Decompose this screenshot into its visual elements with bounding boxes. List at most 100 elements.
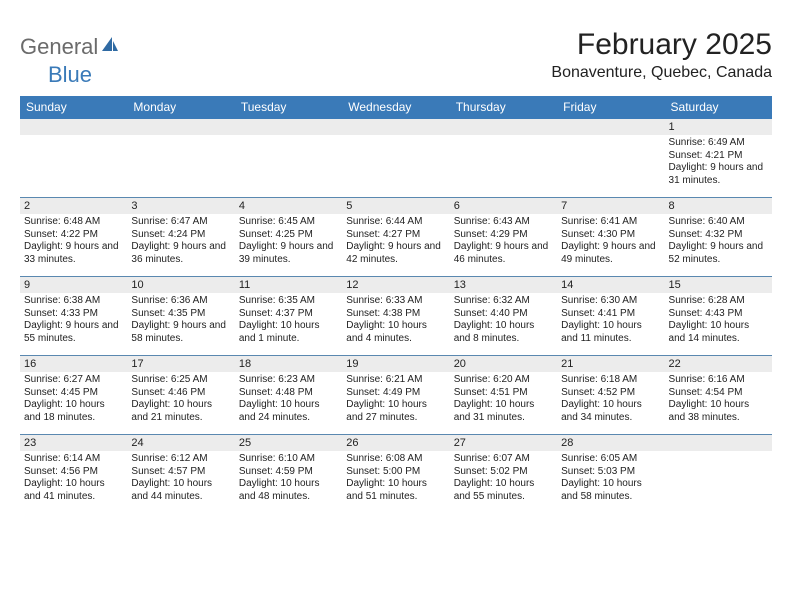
day-cell bbox=[557, 119, 664, 197]
weekday-header-row: Sunday Monday Tuesday Wednesday Thursday… bbox=[20, 96, 772, 119]
sunrise-text: Sunrise: 6:23 AM bbox=[239, 374, 338, 387]
sunrise-text: Sunrise: 6:07 AM bbox=[454, 453, 553, 466]
sunset-text: Sunset: 4:27 PM bbox=[346, 229, 445, 242]
weekday-friday: Friday bbox=[557, 96, 664, 119]
day-body: Sunrise: 6:36 AMSunset: 4:35 PMDaylight:… bbox=[127, 293, 234, 349]
day-body: Sunrise: 6:28 AMSunset: 4:43 PMDaylight:… bbox=[665, 293, 772, 349]
sunrise-text: Sunrise: 6:21 AM bbox=[346, 374, 445, 387]
day-cell: 18Sunrise: 6:23 AMSunset: 4:48 PMDayligh… bbox=[235, 356, 342, 434]
day-cell: 26Sunrise: 6:08 AMSunset: 5:00 PMDayligh… bbox=[342, 435, 449, 513]
daylight-text: Daylight: 9 hours and 58 minutes. bbox=[131, 320, 230, 345]
daylight-text: Daylight: 10 hours and 4 minutes. bbox=[346, 320, 445, 345]
daylight-text: Daylight: 9 hours and 39 minutes. bbox=[239, 241, 338, 266]
sunset-text: Sunset: 4:38 PM bbox=[346, 308, 445, 321]
day-number: 8 bbox=[665, 198, 772, 214]
sunrise-text: Sunrise: 6:35 AM bbox=[239, 295, 338, 308]
day-number: 24 bbox=[127, 435, 234, 451]
day-body: Sunrise: 6:12 AMSunset: 4:57 PMDaylight:… bbox=[127, 451, 234, 507]
sunset-text: Sunset: 4:24 PM bbox=[131, 229, 230, 242]
daylight-text: Daylight: 10 hours and 18 minutes. bbox=[24, 399, 123, 424]
sunset-text: Sunset: 4:56 PM bbox=[24, 466, 123, 479]
day-cell: 9Sunrise: 6:38 AMSunset: 4:33 PMDaylight… bbox=[20, 277, 127, 355]
daylight-text: Daylight: 10 hours and 51 minutes. bbox=[346, 478, 445, 503]
sunset-text: Sunset: 4:25 PM bbox=[239, 229, 338, 242]
daylight-text: Daylight: 9 hours and 31 minutes. bbox=[669, 162, 768, 187]
day-number: 12 bbox=[342, 277, 449, 293]
day-cell: 23Sunrise: 6:14 AMSunset: 4:56 PMDayligh… bbox=[20, 435, 127, 513]
day-cell: 25Sunrise: 6:10 AMSunset: 4:59 PMDayligh… bbox=[235, 435, 342, 513]
day-body bbox=[127, 135, 234, 141]
weekday-monday: Monday bbox=[127, 96, 234, 119]
day-body: Sunrise: 6:14 AMSunset: 4:56 PMDaylight:… bbox=[20, 451, 127, 507]
sunset-text: Sunset: 4:37 PM bbox=[239, 308, 338, 321]
day-cell: 10Sunrise: 6:36 AMSunset: 4:35 PMDayligh… bbox=[127, 277, 234, 355]
sunset-text: Sunset: 4:52 PM bbox=[561, 387, 660, 400]
day-number bbox=[20, 119, 127, 135]
sunrise-text: Sunrise: 6:47 AM bbox=[131, 216, 230, 229]
sunset-text: Sunset: 4:54 PM bbox=[669, 387, 768, 400]
day-number bbox=[127, 119, 234, 135]
daylight-text: Daylight: 10 hours and 21 minutes. bbox=[131, 399, 230, 424]
day-body: Sunrise: 6:38 AMSunset: 4:33 PMDaylight:… bbox=[20, 293, 127, 349]
sunrise-text: Sunrise: 6:12 AM bbox=[131, 453, 230, 466]
day-cell bbox=[235, 119, 342, 197]
day-body: Sunrise: 6:23 AMSunset: 4:48 PMDaylight:… bbox=[235, 372, 342, 428]
daylight-text: Daylight: 10 hours and 27 minutes. bbox=[346, 399, 445, 424]
sunrise-text: Sunrise: 6:18 AM bbox=[561, 374, 660, 387]
daylight-text: Daylight: 10 hours and 58 minutes. bbox=[561, 478, 660, 503]
day-number: 4 bbox=[235, 198, 342, 214]
sunrise-text: Sunrise: 6:49 AM bbox=[669, 137, 768, 150]
sunset-text: Sunset: 4:45 PM bbox=[24, 387, 123, 400]
sunrise-text: Sunrise: 6:32 AM bbox=[454, 295, 553, 308]
day-body: Sunrise: 6:10 AMSunset: 4:59 PMDaylight:… bbox=[235, 451, 342, 507]
daylight-text: Daylight: 9 hours and 52 minutes. bbox=[669, 241, 768, 266]
day-body: Sunrise: 6:08 AMSunset: 5:00 PMDaylight:… bbox=[342, 451, 449, 507]
sunrise-text: Sunrise: 6:28 AM bbox=[669, 295, 768, 308]
sunrise-text: Sunrise: 6:27 AM bbox=[24, 374, 123, 387]
day-body: Sunrise: 6:44 AMSunset: 4:27 PMDaylight:… bbox=[342, 214, 449, 270]
sunset-text: Sunset: 4:51 PM bbox=[454, 387, 553, 400]
day-cell: 7Sunrise: 6:41 AMSunset: 4:30 PMDaylight… bbox=[557, 198, 664, 276]
day-body: Sunrise: 6:33 AMSunset: 4:38 PMDaylight:… bbox=[342, 293, 449, 349]
day-body: Sunrise: 6:35 AMSunset: 4:37 PMDaylight:… bbox=[235, 293, 342, 349]
day-body: Sunrise: 6:41 AMSunset: 4:30 PMDaylight:… bbox=[557, 214, 664, 270]
calendar-grid: Sunday Monday Tuesday Wednesday Thursday… bbox=[20, 96, 772, 513]
day-cell: 2Sunrise: 6:48 AMSunset: 4:22 PMDaylight… bbox=[20, 198, 127, 276]
day-body: Sunrise: 6:49 AMSunset: 4:21 PMDaylight:… bbox=[665, 135, 772, 191]
sunset-text: Sunset: 4:41 PM bbox=[561, 308, 660, 321]
day-number: 21 bbox=[557, 356, 664, 372]
sunset-text: Sunset: 4:43 PM bbox=[669, 308, 768, 321]
day-body: Sunrise: 6:47 AMSunset: 4:24 PMDaylight:… bbox=[127, 214, 234, 270]
sunrise-text: Sunrise: 6:25 AM bbox=[131, 374, 230, 387]
sunset-text: Sunset: 4:32 PM bbox=[669, 229, 768, 242]
sunset-text: Sunset: 4:59 PM bbox=[239, 466, 338, 479]
day-cell: 21Sunrise: 6:18 AMSunset: 4:52 PMDayligh… bbox=[557, 356, 664, 434]
sunset-text: Sunset: 4:21 PM bbox=[669, 150, 768, 163]
day-cell: 3Sunrise: 6:47 AMSunset: 4:24 PMDaylight… bbox=[127, 198, 234, 276]
day-number: 22 bbox=[665, 356, 772, 372]
day-number: 23 bbox=[20, 435, 127, 451]
daylight-text: Daylight: 10 hours and 34 minutes. bbox=[561, 399, 660, 424]
sunrise-text: Sunrise: 6:36 AM bbox=[131, 295, 230, 308]
day-cell: 24Sunrise: 6:12 AMSunset: 4:57 PMDayligh… bbox=[127, 435, 234, 513]
day-body: Sunrise: 6:18 AMSunset: 4:52 PMDaylight:… bbox=[557, 372, 664, 428]
logo-text-blue: Blue bbox=[48, 62, 92, 87]
sunset-text: Sunset: 4:40 PM bbox=[454, 308, 553, 321]
weekday-wednesday: Wednesday bbox=[342, 96, 449, 119]
daylight-text: Daylight: 9 hours and 36 minutes. bbox=[131, 241, 230, 266]
day-cell: 14Sunrise: 6:30 AMSunset: 4:41 PMDayligh… bbox=[557, 277, 664, 355]
day-cell bbox=[665, 435, 772, 513]
day-body bbox=[450, 135, 557, 141]
daylight-text: Daylight: 10 hours and 41 minutes. bbox=[24, 478, 123, 503]
day-number: 19 bbox=[342, 356, 449, 372]
sail-icon bbox=[100, 35, 120, 58]
weeks-container: 1Sunrise: 6:49 AMSunset: 4:21 PMDaylight… bbox=[20, 119, 772, 513]
day-cell bbox=[342, 119, 449, 197]
daylight-text: Daylight: 10 hours and 11 minutes. bbox=[561, 320, 660, 345]
daylight-text: Daylight: 9 hours and 55 minutes. bbox=[24, 320, 123, 345]
day-number bbox=[450, 119, 557, 135]
daylight-text: Daylight: 10 hours and 1 minute. bbox=[239, 320, 338, 345]
sunrise-text: Sunrise: 6:16 AM bbox=[669, 374, 768, 387]
day-number bbox=[342, 119, 449, 135]
day-cell bbox=[450, 119, 557, 197]
